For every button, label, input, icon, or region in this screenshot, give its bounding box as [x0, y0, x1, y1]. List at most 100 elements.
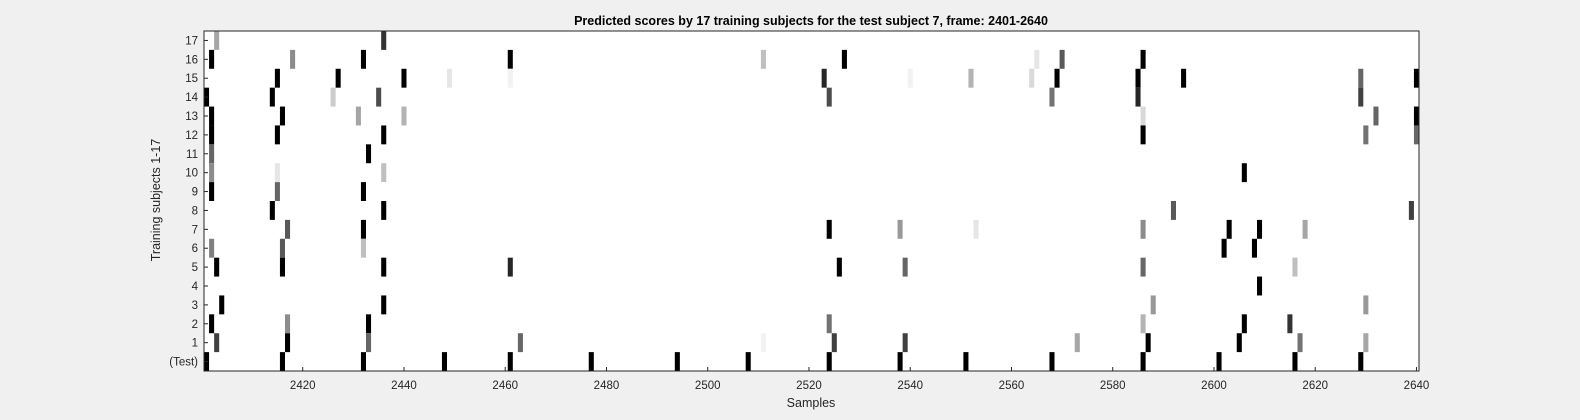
heat-cell	[366, 314, 372, 334]
heat-cell	[209, 314, 215, 334]
heat-cell	[1363, 333, 1369, 353]
heat-cell	[1140, 257, 1146, 277]
heat-cell	[1363, 295, 1369, 315]
heat-cell	[209, 125, 215, 145]
x-ticks: 2420 2440 2460 2480 2500 2520 2540 2560 2580 2600…	[290, 367, 1429, 392]
heat-cell	[745, 352, 751, 371]
heat-cell	[1145, 333, 1151, 353]
x-tick-label: 2500	[695, 380, 721, 392]
x-axis-label: Samples	[787, 396, 836, 410]
heat-cell	[274, 163, 280, 183]
heat-cell	[1140, 125, 1146, 145]
heat-cell	[269, 87, 275, 107]
chart-title: Predicted scores by 17 training subjects…	[574, 14, 1048, 28]
heat-cell	[1373, 106, 1379, 126]
heat-cell	[279, 238, 285, 258]
heat-cell	[1358, 87, 1364, 107]
heat-cell	[214, 333, 220, 353]
x-tick-label: 2440	[391, 380, 417, 392]
heat-cell	[209, 238, 215, 258]
heat-cell	[360, 182, 366, 201]
heat-cell	[1292, 257, 1298, 277]
y-tick-label: 13	[185, 111, 198, 123]
heat-cell	[381, 295, 387, 315]
heat-cell	[507, 68, 513, 88]
heat-cell	[973, 219, 979, 239]
heat-cell	[1140, 352, 1146, 371]
heat-cell	[279, 257, 285, 277]
x-tick-label: 2520	[796, 380, 822, 392]
heat-cell	[1181, 68, 1187, 88]
heat-cell	[826, 352, 832, 371]
heat-cell	[401, 68, 407, 88]
y-tick-label: (Test)	[169, 357, 198, 369]
heat-cell	[360, 219, 366, 239]
heat-cell	[219, 295, 225, 315]
y-tick-label: 1	[192, 338, 198, 350]
heat-cell	[963, 352, 969, 371]
heat-cell	[1029, 68, 1035, 88]
heat-cell	[381, 31, 387, 50]
x-tick-label: 2460	[492, 380, 518, 392]
heat-cell	[836, 257, 842, 277]
heat-cell	[1251, 238, 1257, 258]
heat-cell	[674, 352, 680, 371]
heat-cell	[209, 106, 215, 126]
heat-cell	[1408, 201, 1414, 220]
y-tick-label: 7	[192, 224, 198, 236]
heat-cell	[1150, 295, 1156, 315]
heat-cell	[507, 49, 513, 69]
heat-cell	[269, 201, 275, 220]
y-axis-label: Training subjects 1-17	[149, 139, 163, 262]
heat-cell	[1074, 333, 1080, 353]
x-tick-label: 2600	[1201, 380, 1227, 392]
heat-cell	[1287, 314, 1293, 334]
heat-cell	[1135, 87, 1141, 107]
heat-cell	[907, 68, 913, 88]
heat-cell	[1216, 352, 1222, 371]
heat-cell	[1358, 68, 1364, 88]
heat-cell	[831, 333, 837, 353]
heat-cell	[588, 352, 594, 371]
heat-cell	[214, 257, 220, 277]
heat-cell	[1363, 125, 1369, 145]
heat-cell	[285, 219, 291, 239]
heat-cell	[209, 182, 215, 201]
heat-cell	[897, 352, 903, 371]
x-tick-label: 2620	[1302, 380, 1328, 392]
heat-cell	[1241, 314, 1247, 334]
heat-cell	[335, 68, 341, 88]
heat-cell	[507, 352, 513, 371]
heat-cell	[274, 182, 280, 201]
heat-cell	[1257, 276, 1263, 296]
heat-cell	[1059, 49, 1065, 69]
heat-cell	[760, 49, 766, 69]
y-tick-label: 12	[185, 130, 198, 142]
x-tick-label: 2560	[999, 380, 1025, 392]
heat-cell	[274, 125, 280, 145]
heat-cell	[1140, 106, 1146, 126]
heat-cell	[1049, 352, 1055, 371]
y-tick-label: 8	[192, 205, 198, 217]
y-tick-label: 17	[185, 35, 198, 47]
heat-cell	[209, 144, 215, 164]
heat-cell	[1049, 87, 1055, 107]
y-tick-label: 4	[192, 281, 199, 293]
heat-cell	[330, 87, 336, 107]
heat-cell	[209, 49, 215, 69]
heat-cell	[760, 333, 766, 353]
heat-cell	[1413, 125, 1419, 145]
heat-cell	[214, 31, 220, 50]
y-tick-label: 9	[192, 187, 198, 199]
x-tick-label: 2640	[1404, 380, 1430, 392]
heat-cell	[1054, 68, 1060, 88]
heat-cell	[1226, 219, 1232, 239]
heat-cell	[902, 257, 908, 277]
heat-cell	[507, 257, 513, 277]
heat-cell	[441, 352, 447, 371]
heat-cell	[1236, 333, 1242, 353]
heat-cell	[381, 257, 387, 277]
heat-cell	[366, 333, 372, 353]
